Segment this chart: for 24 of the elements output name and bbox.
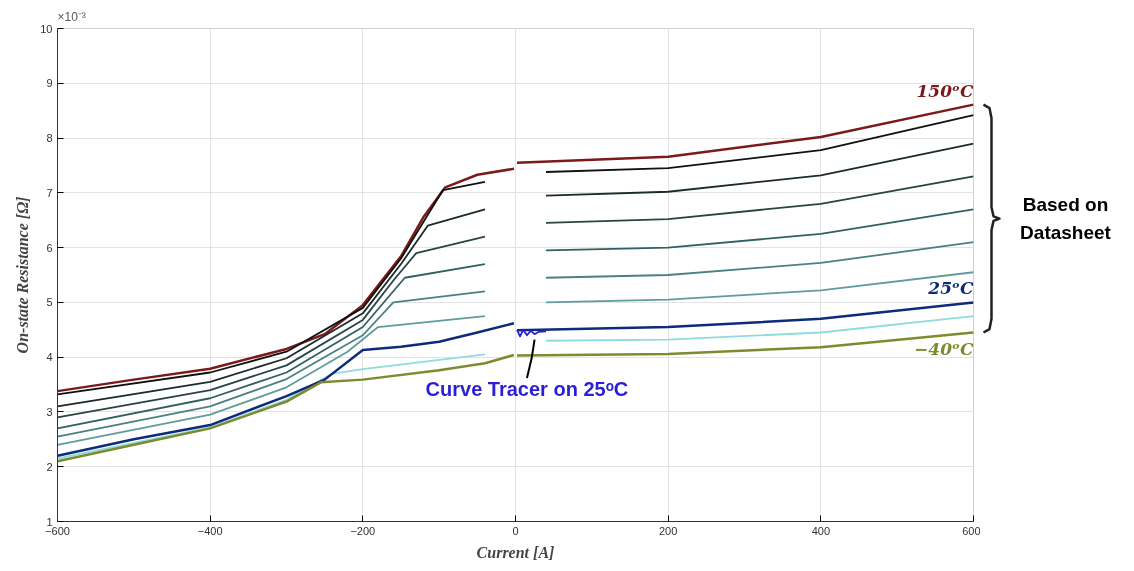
line-series bbox=[516, 328, 547, 338]
x-tick-label: 200 bbox=[658, 524, 678, 537]
x-axis-title: Current [A] bbox=[476, 543, 555, 561]
y-tick-label: 10 bbox=[40, 22, 53, 35]
y-tick-label: 3 bbox=[46, 405, 53, 418]
x-tick-label: −200 bbox=[350, 524, 376, 537]
text: ×10⁻³ bbox=[57, 9, 86, 24]
text: Based on Datasheet bbox=[1020, 194, 1112, 243]
x-tick-label: 0 bbox=[512, 524, 519, 537]
x-tick-label: 600 bbox=[962, 524, 981, 537]
annotation: Curve Tracer on 25ᵒC bbox=[425, 377, 629, 400]
x-tick-label: 400 bbox=[811, 524, 831, 537]
y-tick-label: 5 bbox=[46, 296, 53, 309]
y-axis-title: On-state Resistance [Ω] bbox=[14, 196, 32, 354]
x-tick-label: −400 bbox=[197, 524, 223, 537]
series-label: 25ᵒC bbox=[927, 278, 974, 299]
y-tick-label: 4 bbox=[46, 351, 53, 364]
y-tick-label: 9 bbox=[46, 77, 53, 90]
series-label: 150ᵒC bbox=[916, 80, 974, 101]
y-tick-label: 7 bbox=[46, 186, 53, 199]
y-tick-label: 8 bbox=[46, 132, 53, 145]
series-label: −40ᵒC bbox=[914, 338, 974, 359]
y-tick-label: 6 bbox=[46, 241, 53, 254]
y-tick-label: 2 bbox=[46, 460, 53, 473]
